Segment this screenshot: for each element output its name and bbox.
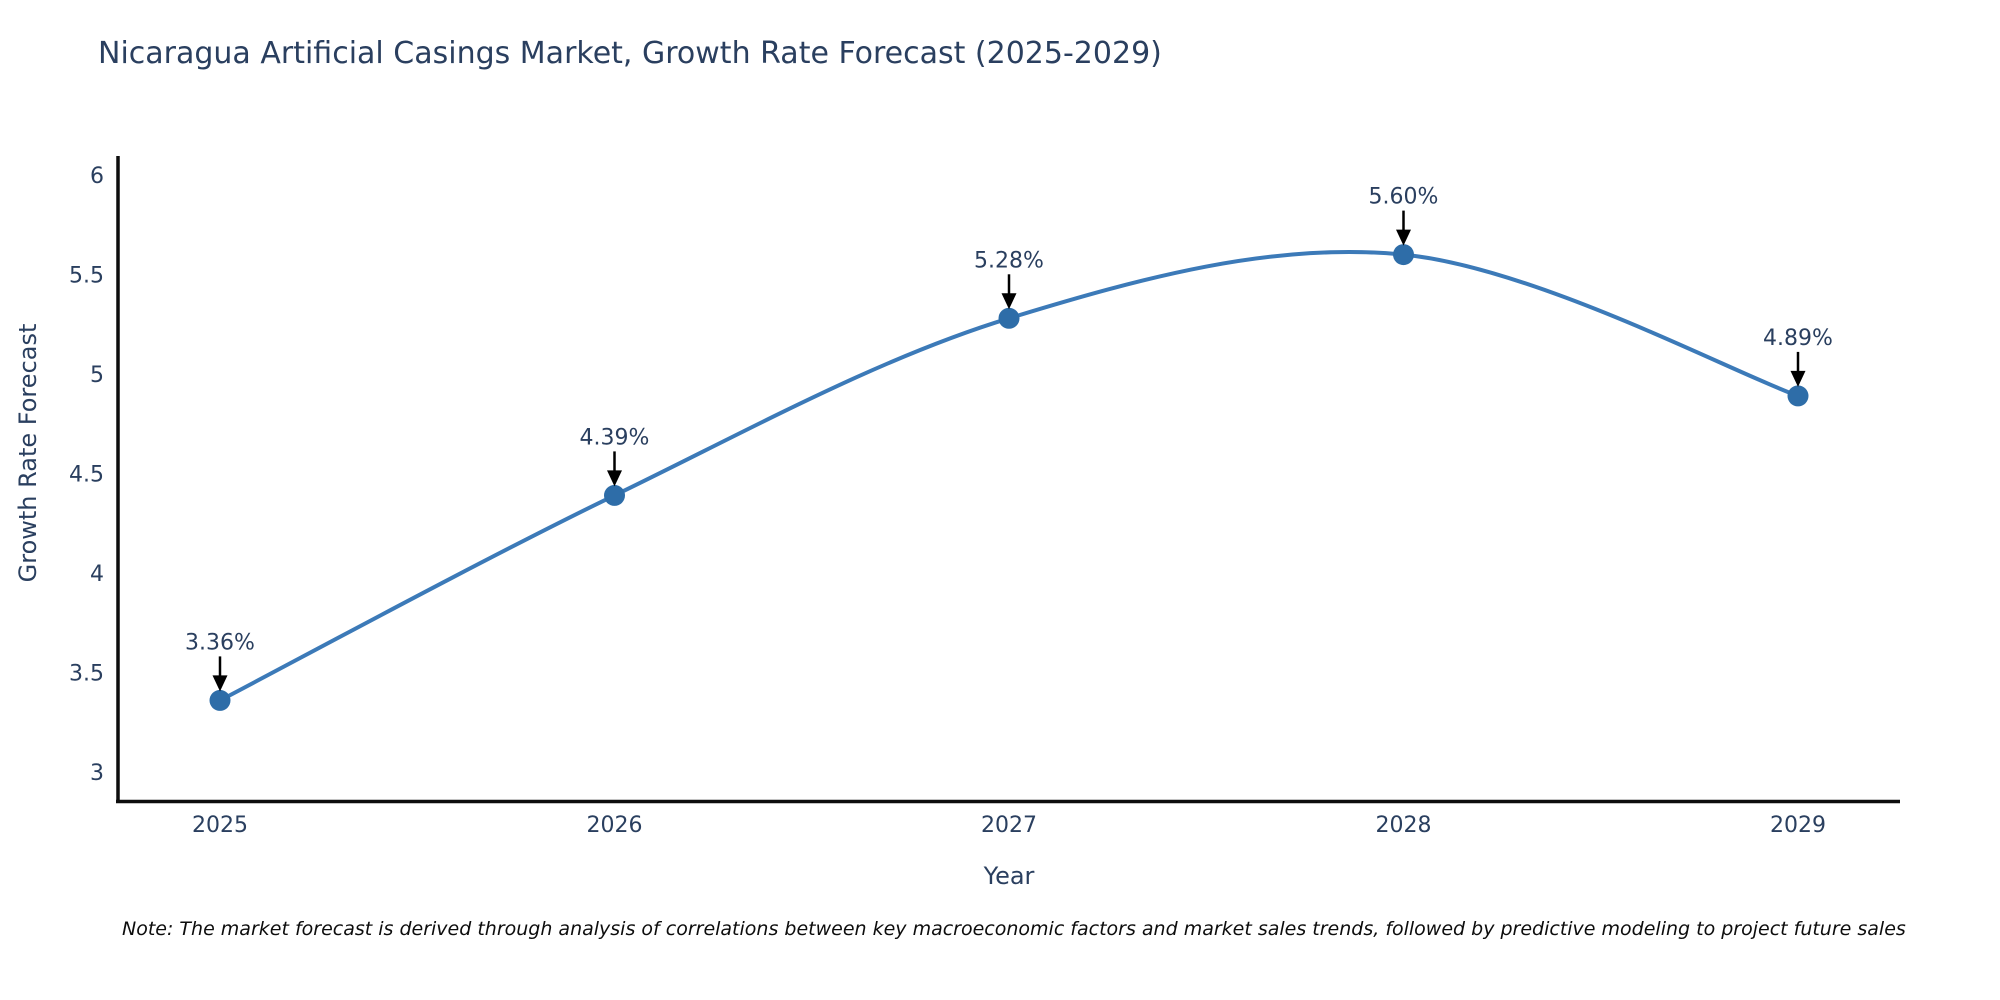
- data-point-marker: [604, 484, 625, 506]
- x-axis-title: Year: [983, 862, 1035, 890]
- y-tick-label: 3: [90, 761, 104, 786]
- x-tick-label: 2028: [1376, 813, 1432, 838]
- y-tick-label: 4: [90, 562, 104, 587]
- data-point-marker: [998, 307, 1020, 329]
- footnote: Note: The market forecast is derived thr…: [122, 918, 1906, 940]
- annotation-arrowhead: [607, 470, 622, 487]
- data-point-marker: [209, 689, 231, 711]
- annotation-arrowhead: [1396, 229, 1411, 246]
- y-tick-label: 5.5: [69, 264, 104, 289]
- data-point-label: 5.28%: [974, 248, 1044, 273]
- data-point-label: 5.60%: [1369, 185, 1439, 210]
- y-tick-label: 5: [90, 363, 104, 388]
- y-tick-label: 3.5: [69, 662, 104, 687]
- data-point-label: 3.36%: [185, 630, 255, 655]
- chart-title: Nicaragua Artificial Casings Market, Gro…: [98, 36, 1162, 71]
- data-point-label: 4.39%: [580, 425, 650, 450]
- x-tick-label: 2027: [981, 813, 1037, 838]
- x-tick-label: 2025: [192, 813, 248, 838]
- data-point-marker: [1393, 244, 1414, 266]
- y-tick-label: 4.5: [69, 463, 104, 488]
- data-point-label: 4.89%: [1763, 326, 1833, 351]
- x-tick-label: 2026: [587, 813, 643, 838]
- data-point-marker: [1787, 385, 1809, 407]
- annotation-arrowhead: [1001, 293, 1017, 310]
- annotation-arrowhead: [1790, 370, 1806, 387]
- annotation-arrowhead: [212, 675, 228, 692]
- x-tick-label: 2029: [1770, 813, 1826, 838]
- y-tick-label: 6: [90, 164, 104, 189]
